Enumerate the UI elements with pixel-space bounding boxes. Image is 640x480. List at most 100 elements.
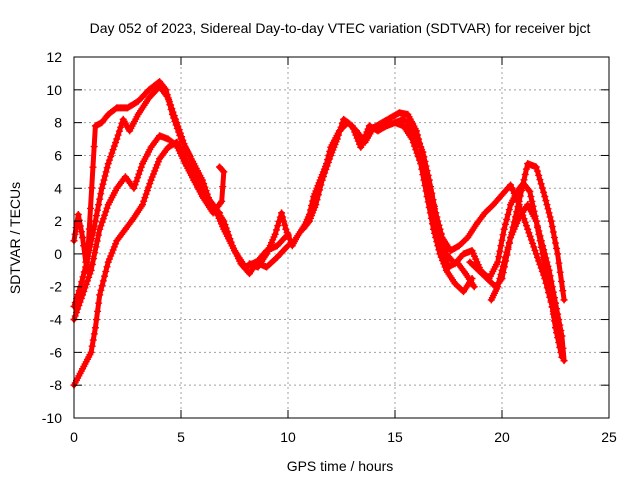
interp-marker bbox=[77, 294, 85, 302]
interp-marker bbox=[75, 216, 83, 224]
interp-marker bbox=[148, 173, 156, 181]
interp-marker bbox=[94, 206, 102, 214]
interp-marker bbox=[413, 149, 421, 157]
interp-marker bbox=[103, 164, 111, 172]
interp-marker bbox=[132, 99, 140, 107]
interp-marker bbox=[349, 125, 357, 133]
interp-marker bbox=[167, 101, 175, 109]
interp-marker bbox=[425, 203, 433, 211]
interp-marker bbox=[80, 268, 88, 276]
data-point bbox=[96, 225, 104, 233]
interp-marker bbox=[76, 298, 84, 306]
interp-marker bbox=[92, 212, 100, 220]
interp-marker bbox=[208, 199, 216, 207]
interp-marker bbox=[196, 184, 204, 192]
interp-marker bbox=[429, 196, 437, 204]
interp-marker bbox=[71, 230, 79, 238]
interp-marker bbox=[550, 317, 558, 325]
interp-marker bbox=[281, 221, 289, 229]
interp-marker bbox=[89, 336, 97, 344]
interp-marker bbox=[105, 156, 113, 164]
y-tick-label: 8 bbox=[54, 115, 62, 131]
interp-marker bbox=[505, 206, 513, 214]
interp-marker bbox=[521, 170, 529, 178]
interp-marker bbox=[498, 266, 506, 274]
interp-marker bbox=[103, 263, 111, 271]
interp-marker bbox=[169, 108, 177, 116]
interp-marker bbox=[498, 236, 506, 244]
interp-marker bbox=[135, 170, 143, 178]
interp-marker bbox=[143, 88, 151, 96]
y-tick-label: 4 bbox=[54, 180, 62, 196]
data-point bbox=[500, 225, 508, 233]
interp-marker bbox=[440, 260, 448, 268]
interp-marker bbox=[437, 229, 445, 237]
interp-marker bbox=[109, 246, 117, 254]
interp-marker bbox=[332, 138, 340, 146]
interp-marker bbox=[114, 131, 122, 139]
interp-marker bbox=[146, 146, 154, 154]
interp-marker bbox=[200, 180, 208, 188]
interp-marker bbox=[554, 334, 562, 342]
y-tick-label: 12 bbox=[46, 49, 62, 65]
interp-marker bbox=[545, 209, 553, 217]
interp-marker bbox=[513, 208, 521, 216]
interp-marker bbox=[91, 249, 99, 257]
interp-marker bbox=[526, 232, 534, 240]
interp-marker bbox=[501, 220, 509, 228]
interp-marker bbox=[201, 183, 209, 191]
data-point bbox=[113, 135, 121, 143]
interp-marker bbox=[85, 246, 93, 254]
chart-title: Day 052 of 2023, Sidereal Day-to-day VTE… bbox=[90, 20, 591, 36]
data-point bbox=[147, 176, 155, 184]
data-point bbox=[173, 119, 181, 127]
y-tick-label: -10 bbox=[42, 410, 62, 426]
interp-marker bbox=[180, 152, 188, 160]
interp-marker bbox=[108, 149, 116, 157]
interp-marker bbox=[542, 197, 550, 205]
x-tick-label: 0 bbox=[70, 429, 78, 445]
data-point bbox=[560, 296, 568, 304]
data-point bbox=[547, 217, 555, 225]
interp-marker bbox=[527, 236, 535, 244]
interp-marker bbox=[428, 189, 436, 197]
interp-marker bbox=[140, 197, 148, 205]
interp-marker bbox=[215, 201, 223, 209]
interp-marker bbox=[184, 161, 192, 169]
interp-marker bbox=[535, 230, 543, 238]
interp-marker bbox=[544, 277, 552, 285]
interp-marker bbox=[321, 169, 329, 177]
interp-marker bbox=[88, 184, 96, 192]
interp-marker bbox=[217, 164, 225, 172]
interp-marker bbox=[326, 155, 334, 163]
interp-marker bbox=[98, 282, 106, 290]
interp-marker bbox=[441, 263, 449, 271]
x-axis-label: GPS time / hours bbox=[287, 458, 394, 474]
interp-marker bbox=[95, 299, 103, 307]
interp-marker bbox=[162, 91, 170, 99]
interp-marker bbox=[179, 136, 187, 144]
series-track-6 bbox=[299, 115, 476, 296]
interp-marker bbox=[219, 183, 227, 191]
interp-marker bbox=[109, 146, 117, 154]
data-point bbox=[430, 225, 438, 233]
interp-marker bbox=[540, 255, 548, 263]
y-tick-label: 6 bbox=[54, 147, 62, 163]
interp-marker bbox=[218, 165, 226, 173]
series-track-10 bbox=[487, 201, 566, 361]
data-point bbox=[79, 234, 87, 241]
interp-marker bbox=[174, 122, 182, 130]
interp-marker bbox=[82, 263, 90, 271]
interp-marker bbox=[76, 222, 84, 230]
interp-marker bbox=[78, 278, 86, 286]
interp-marker bbox=[527, 192, 535, 200]
interp-marker bbox=[557, 277, 565, 285]
interp-marker bbox=[555, 259, 563, 267]
interp-marker bbox=[432, 234, 440, 241]
interp-marker bbox=[117, 123, 125, 131]
interp-marker bbox=[81, 284, 89, 292]
interp-marker bbox=[548, 303, 556, 311]
interp-marker bbox=[544, 205, 552, 213]
interp-marker bbox=[528, 197, 536, 205]
data-series bbox=[70, 78, 568, 389]
